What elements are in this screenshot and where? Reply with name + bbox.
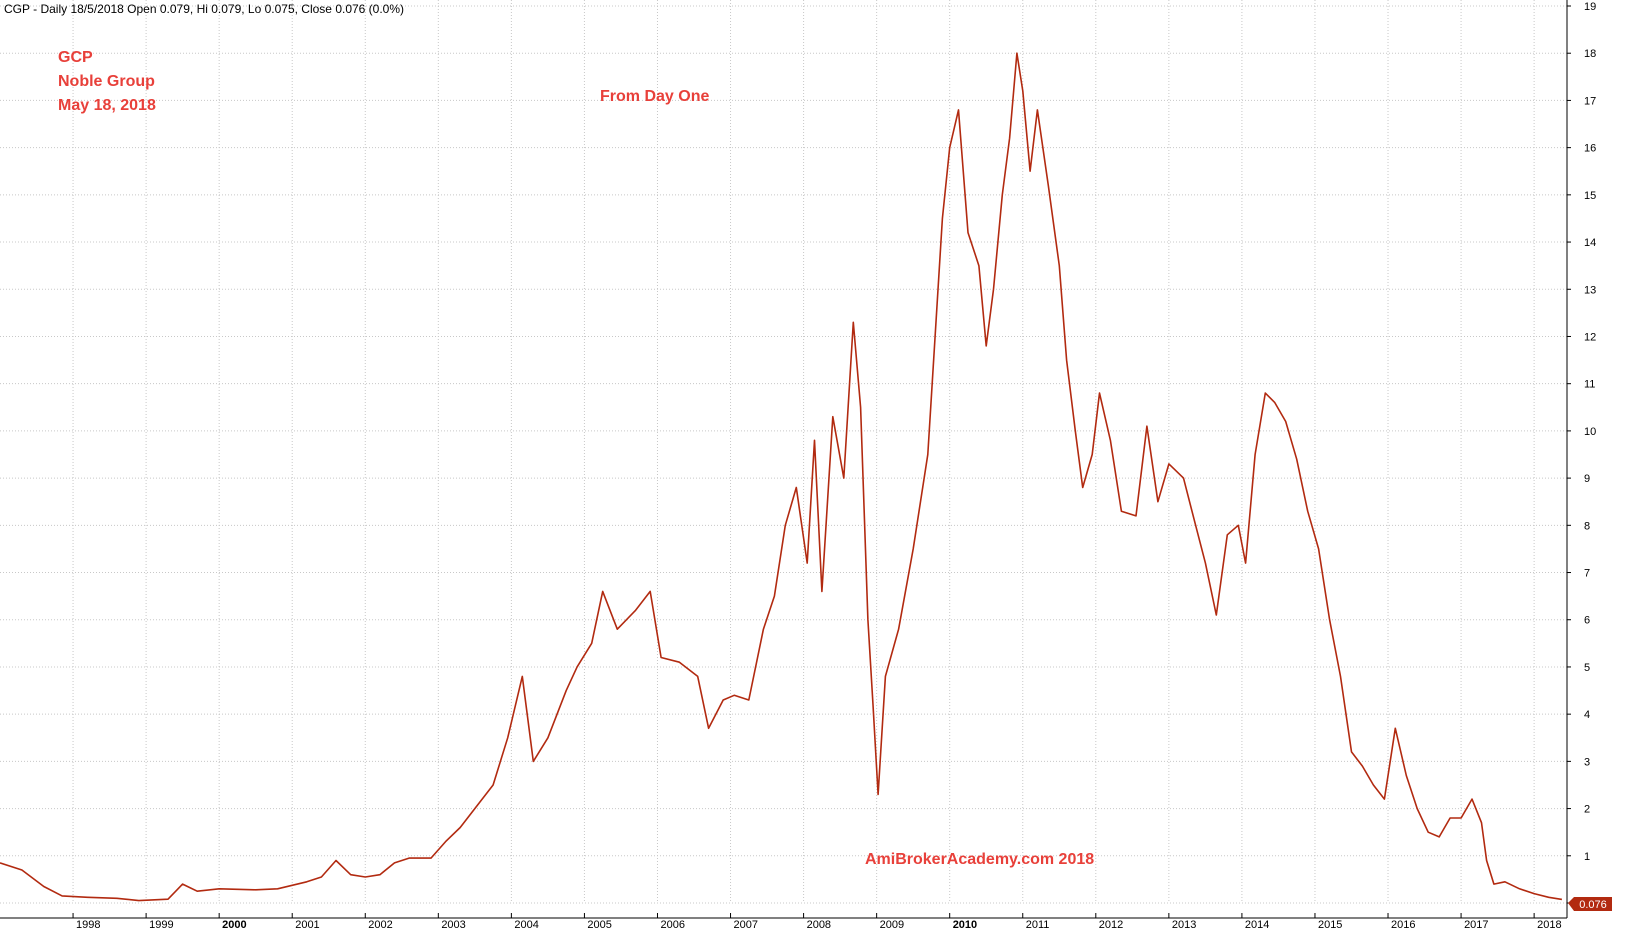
- last-value-badge: 0.076: [1568, 897, 1612, 911]
- y-tick-label: 4: [1584, 709, 1590, 721]
- y-tick-label: 6: [1584, 615, 1590, 627]
- x-tick-label: 1998: [76, 919, 100, 931]
- x-tick-label: 2005: [587, 919, 611, 931]
- y-tick-label: 13: [1584, 284, 1596, 296]
- x-tick-label: 2004: [514, 919, 538, 931]
- x-tick-label: 1999: [149, 919, 173, 931]
- y-tick-label: 14: [1584, 237, 1596, 249]
- x-tick-label: 2018: [1537, 919, 1561, 931]
- grid: [0, 0, 1567, 904]
- ticker-annotation: GCP: [58, 49, 93, 66]
- y-tick-label: 2: [1584, 804, 1590, 816]
- x-tick-label: 2010: [953, 919, 977, 931]
- x-tick-label: 2012: [1099, 919, 1123, 931]
- y-tick-label: 18: [1584, 48, 1596, 60]
- subtitle-annotation: From Day One: [600, 88, 709, 105]
- y-tick-label: 15: [1584, 190, 1596, 202]
- last-value-badge-shape: [1568, 897, 1612, 911]
- last-value-label: 0.076: [1579, 899, 1607, 911]
- y-tick-label: 5: [1584, 662, 1590, 674]
- y-tick-label: 1: [1584, 851, 1590, 863]
- x-tick-label: 2017: [1464, 919, 1488, 931]
- x-tick-label: 2011: [1026, 919, 1050, 931]
- y-tick-label: 17: [1584, 95, 1596, 107]
- x-axis-ticks: 1998 1999 2000 2001 2002 2003 2004 2005 2006 2007…: [72, 913, 1562, 931]
- x-tick-label: 2006: [660, 919, 684, 931]
- x-tick-label: 2007: [734, 919, 758, 931]
- header-text: CGP - Daily 18/5/2018 Open 0.079, Hi 0.0…: [4, 2, 404, 16]
- x-tick-label: 2014: [1245, 919, 1269, 931]
- watermark-annotation: AmiBrokerAcademy.com 2018: [865, 851, 1094, 868]
- x-tick-label: 2008: [807, 919, 831, 931]
- series-layer: [0, 52, 1563, 902]
- x-tick-label: 2016: [1391, 919, 1415, 931]
- y-tick-label: 3: [1584, 756, 1590, 768]
- x-tick-label: 2002: [368, 919, 392, 931]
- y-tick-label: 10: [1584, 426, 1596, 438]
- y-tick-label: 11: [1584, 379, 1595, 391]
- x-tick-label: 2003: [441, 919, 465, 931]
- x-tick-label: 2015: [1318, 919, 1342, 931]
- x-tick-label: 2001: [295, 919, 319, 931]
- x-tick-label: 2000: [222, 919, 246, 931]
- y-tick-label: 7: [1584, 568, 1590, 580]
- y-tick-label: 8: [1584, 520, 1590, 532]
- y-tick-label: 12: [1584, 331, 1596, 343]
- company-annotation: Noble Group: [58, 73, 155, 90]
- price-line: [0, 52, 1563, 902]
- y-tick-label: 19: [1584, 1, 1596, 13]
- x-tick-label: 2009: [880, 919, 904, 931]
- date-annotation: May 18, 2018: [58, 97, 156, 114]
- y-tick-label: 9: [1584, 473, 1590, 485]
- x-tick-label: 2013: [1172, 919, 1196, 931]
- y-tick-label: 16: [1584, 143, 1596, 155]
